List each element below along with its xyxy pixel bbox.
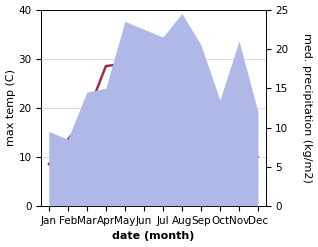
Y-axis label: max temp (C): max temp (C)	[5, 69, 16, 146]
X-axis label: date (month): date (month)	[112, 231, 195, 242]
Y-axis label: med. precipitation (kg/m2): med. precipitation (kg/m2)	[302, 33, 313, 183]
